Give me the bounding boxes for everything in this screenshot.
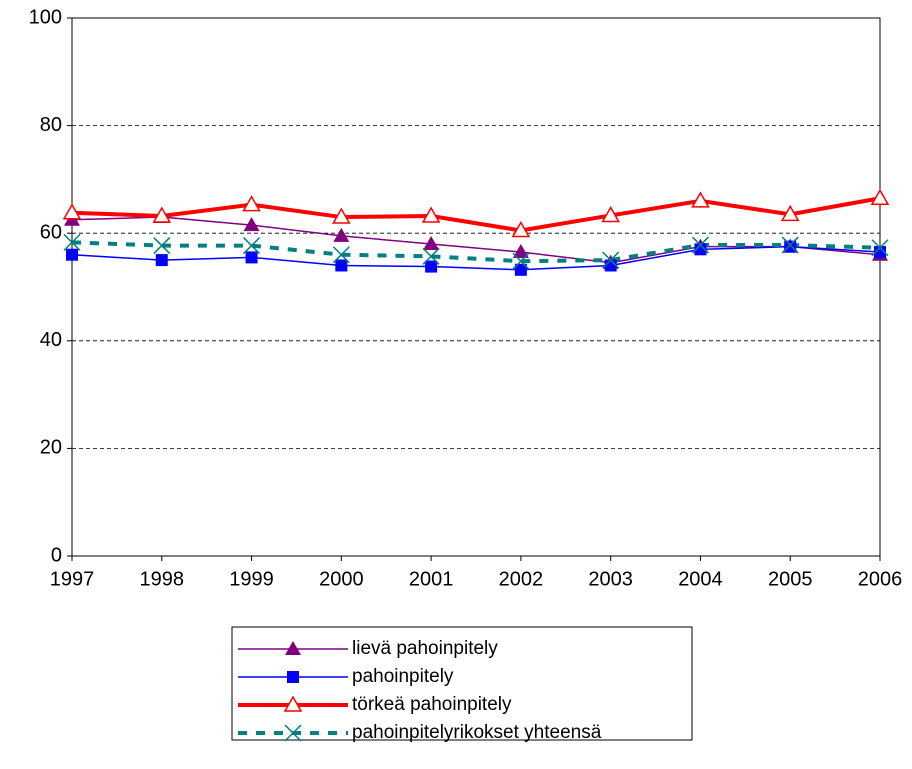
marker xyxy=(245,251,258,264)
marker xyxy=(243,217,260,232)
x-tick-label: 1998 xyxy=(140,568,185,590)
y-tick-label: 0 xyxy=(51,544,62,566)
marker xyxy=(287,671,299,683)
marker xyxy=(604,259,617,272)
x-tick-label: 2002 xyxy=(499,568,544,590)
y-tick-label: 40 xyxy=(40,329,62,351)
marker xyxy=(285,641,301,655)
legend-label: pahoinpitely xyxy=(352,666,454,687)
marker xyxy=(333,227,350,242)
legend-label: lievä pahoinpitely xyxy=(352,638,498,659)
marker xyxy=(422,247,440,265)
plot-area xyxy=(71,17,881,557)
y-tick-label: 20 xyxy=(40,437,62,459)
series-line xyxy=(71,240,881,264)
marker xyxy=(781,236,799,254)
marker xyxy=(691,191,710,208)
y-tick-label: 100 xyxy=(29,6,62,28)
marker xyxy=(425,260,438,273)
marker xyxy=(870,188,890,205)
marker xyxy=(421,206,441,223)
marker xyxy=(332,207,351,224)
x-tick-label: 2000 xyxy=(319,568,364,590)
x-tick-label: 1997 xyxy=(50,568,95,590)
series-line xyxy=(71,245,881,271)
x-tick-label: 2006 xyxy=(858,568,903,590)
marker xyxy=(66,248,78,261)
legend: lievä pahoinpitely pahoinpitely törkeä pah… xyxy=(238,638,602,743)
x-tick-label: 2003 xyxy=(588,568,633,590)
y-tick-label: 60 xyxy=(40,221,62,243)
marker xyxy=(243,237,261,255)
marker xyxy=(63,233,81,251)
marker xyxy=(514,263,527,276)
marker xyxy=(512,244,529,259)
marker xyxy=(335,259,348,272)
x-tick-label: 2005 xyxy=(768,568,813,590)
legend-box xyxy=(231,626,693,741)
marker xyxy=(332,246,350,264)
marker xyxy=(155,254,168,267)
series-line xyxy=(71,196,881,233)
series-line xyxy=(71,216,881,264)
x-tick-label: 2001 xyxy=(409,568,454,590)
marker xyxy=(602,251,620,269)
x-tick-label: 1999 xyxy=(229,568,274,590)
marker xyxy=(694,243,707,256)
marker xyxy=(512,252,530,270)
marker xyxy=(423,235,440,250)
marker xyxy=(511,220,531,238)
marker xyxy=(242,195,261,212)
legend-label: törkeä pahoinpitely xyxy=(352,694,512,715)
y-tick-label: 80 xyxy=(40,114,62,136)
marker xyxy=(784,240,797,253)
marker xyxy=(874,246,886,259)
marker xyxy=(780,204,800,222)
marker xyxy=(691,236,709,254)
marker xyxy=(284,724,302,742)
marker xyxy=(601,205,620,223)
marker xyxy=(152,206,172,223)
x-tick-label: 2004 xyxy=(678,568,723,590)
marker xyxy=(153,237,171,255)
marker xyxy=(62,203,82,220)
legend-label: pahoinpitelyrikokset yhteensä xyxy=(352,722,602,743)
marker xyxy=(871,239,889,257)
marker xyxy=(283,695,303,712)
